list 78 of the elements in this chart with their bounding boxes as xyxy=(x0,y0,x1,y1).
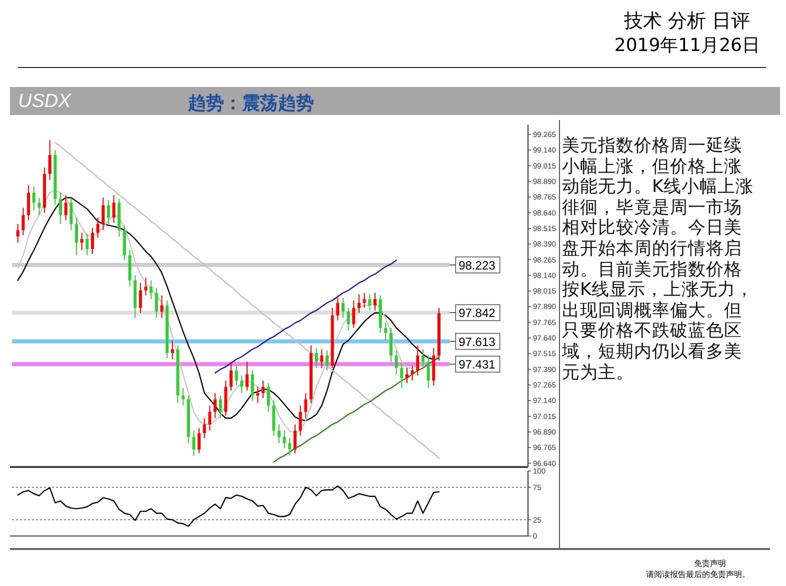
candlestick xyxy=(214,392,217,419)
ref-line-label: 97.613 xyxy=(458,334,496,349)
text: 技术 分析 日评 xyxy=(624,9,750,34)
candlestick xyxy=(266,382,270,412)
candlestick xyxy=(150,280,153,300)
candlestick xyxy=(208,405,212,432)
candlestick xyxy=(240,375,244,394)
candlestick xyxy=(374,292,377,311)
text: 请阅读报告最后的免责声明。 xyxy=(646,569,750,580)
candlestick xyxy=(32,186,36,211)
candlestick xyxy=(198,428,201,454)
candlestick xyxy=(336,294,340,321)
candlestick xyxy=(421,348,424,369)
line-series xyxy=(214,260,397,374)
candlestick xyxy=(262,380,265,399)
candlestick xyxy=(170,340,174,360)
candlestick xyxy=(346,307,350,331)
line-series xyxy=(273,357,440,463)
text: 免责声明 xyxy=(694,558,726,569)
candlestick xyxy=(22,207,25,236)
candlestick xyxy=(234,365,238,386)
candlestick xyxy=(192,430,196,456)
candlestick xyxy=(416,344,420,376)
candlestick xyxy=(70,197,73,231)
candlestick xyxy=(102,197,105,231)
candlestick xyxy=(230,361,233,392)
candlestick xyxy=(358,294,361,314)
candlestick xyxy=(38,197,41,216)
candlestick xyxy=(405,368,408,384)
chart-subtitle: 趋势：震荡趋势 xyxy=(188,92,314,115)
candlestick xyxy=(96,217,100,238)
candlestick xyxy=(86,233,89,256)
candlestick xyxy=(326,350,329,372)
candlestick xyxy=(278,424,281,444)
ref-line-label: 97.431 xyxy=(458,358,496,372)
candlestick xyxy=(298,405,302,436)
candlestick xyxy=(75,217,78,256)
chart-title: USDX xyxy=(18,91,71,113)
candlestick xyxy=(202,418,206,439)
candlestick xyxy=(426,355,430,389)
candlestick xyxy=(294,424,297,454)
candlestick xyxy=(256,386,260,404)
candlestick xyxy=(362,292,366,308)
candlestick xyxy=(182,388,185,406)
candlestick xyxy=(390,327,393,362)
candlestick xyxy=(106,200,110,224)
ref-line-label: 97.842 xyxy=(458,306,496,320)
candlestick xyxy=(320,348,324,369)
candlestick xyxy=(410,365,414,382)
candlestick xyxy=(64,194,68,221)
candlestick xyxy=(304,392,308,419)
candlestick xyxy=(138,282,142,314)
candlestick xyxy=(352,300,356,328)
candlestick xyxy=(400,362,404,389)
candlestick xyxy=(80,232,84,251)
candlestick xyxy=(368,294,372,311)
candlestick xyxy=(246,361,249,392)
candlestick xyxy=(154,287,158,318)
candlestick xyxy=(384,322,388,341)
candlestick xyxy=(394,350,398,375)
candlestick xyxy=(27,184,30,221)
candlestick xyxy=(48,140,52,181)
candlestick xyxy=(314,347,318,369)
candlestick xyxy=(59,192,62,224)
candlestick xyxy=(90,227,94,255)
text: 2019年11月26日 xyxy=(614,34,760,57)
candlestick xyxy=(342,297,345,318)
candlestick xyxy=(16,223,20,244)
text: 美元指数价格周一延续小幅上涨，但价格上涨动能无力。K线小幅上涨徘徊，毕竟是周一市场相对比较冷清。今日美盘开始本周的行情将启动。目前美元指数价格按K线显示，上涨无力，出现回调概率偏大。但只要价格不跌破蓝色区域，短期内仍以看多美元为主。 xyxy=(562,136,754,383)
candlestick xyxy=(250,370,254,402)
candlestick xyxy=(144,277,148,296)
ref-line-label: 98.223 xyxy=(458,258,496,272)
candlestick xyxy=(112,194,116,224)
candlestick xyxy=(282,430,286,449)
line-series xyxy=(17,485,440,527)
candlestick xyxy=(218,395,222,419)
candlestick xyxy=(288,438,292,456)
candlestick xyxy=(160,294,164,318)
